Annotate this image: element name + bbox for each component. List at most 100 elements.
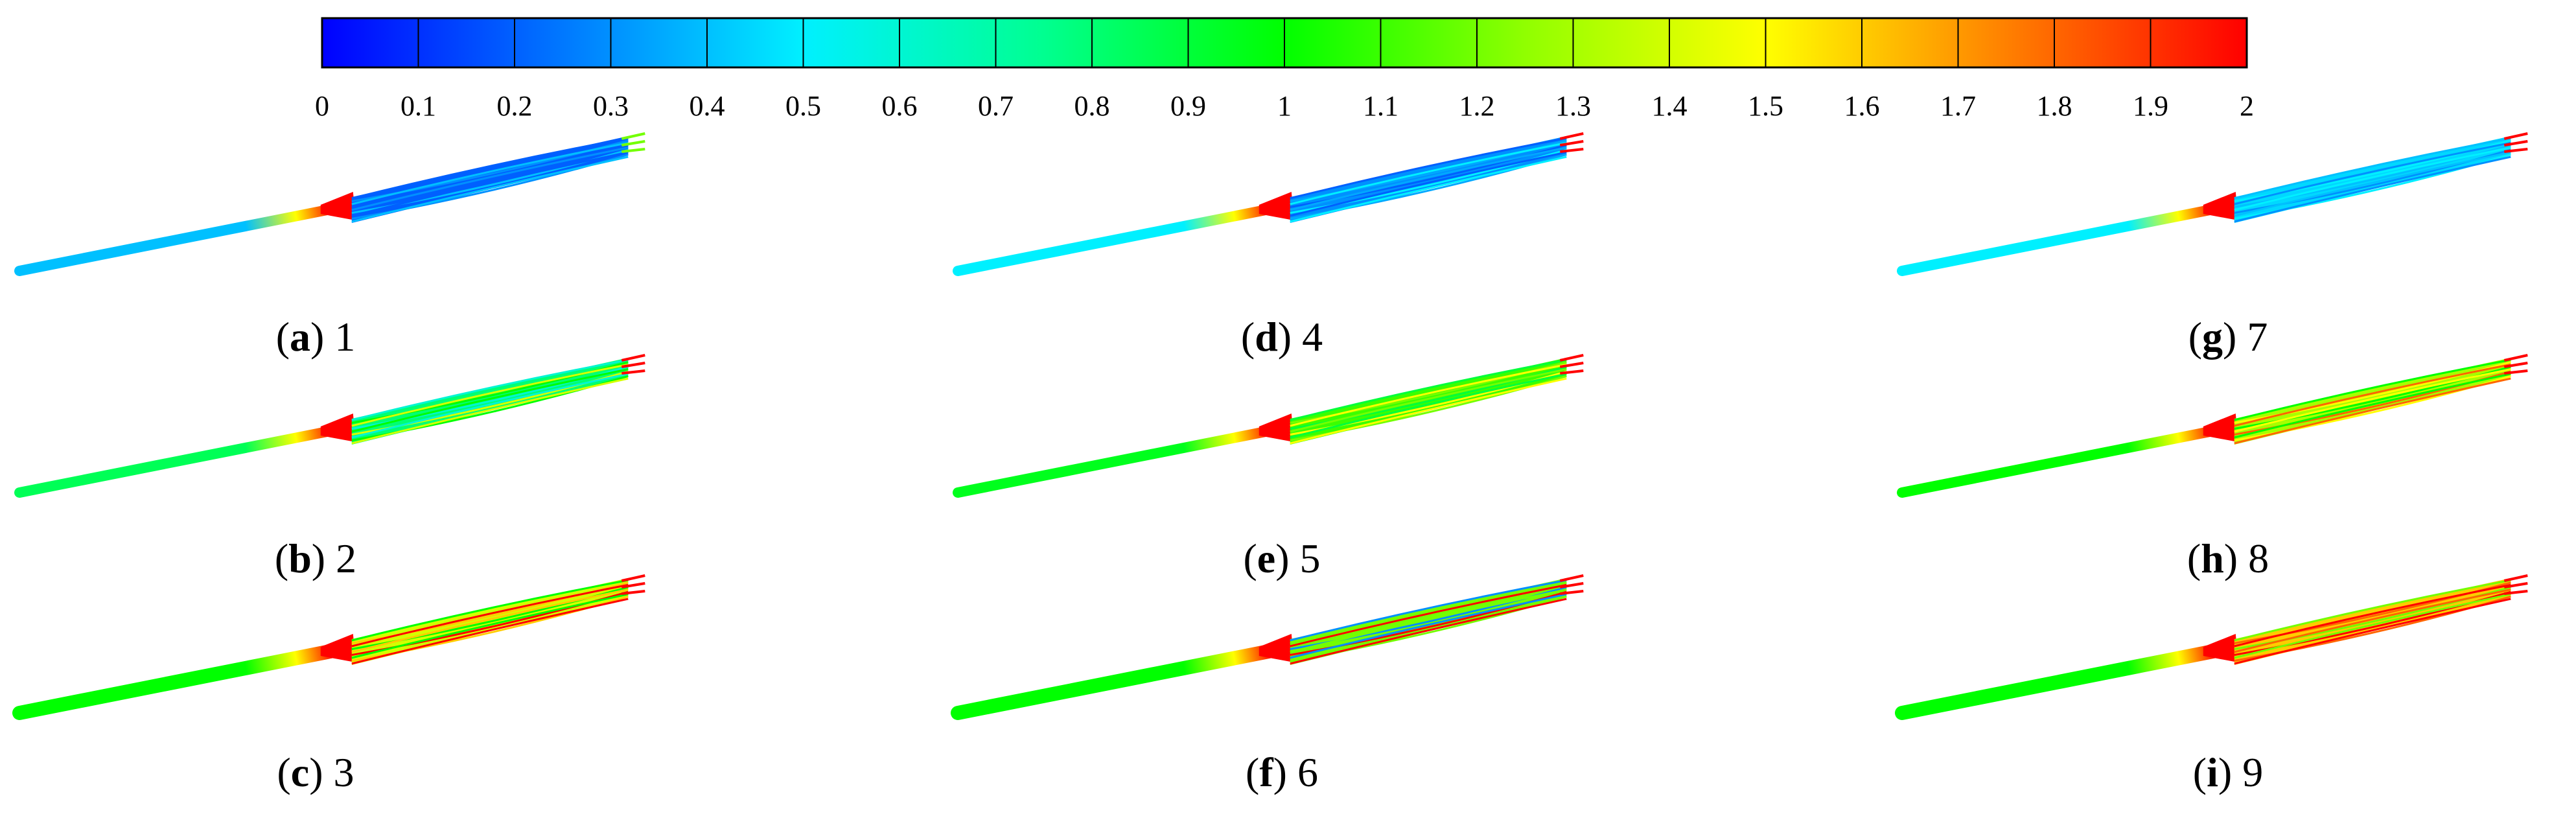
panel-caption-i: (i) 9: [2193, 752, 2263, 793]
streamline: [2234, 146, 2511, 211]
panel-number: 7: [2247, 314, 2268, 360]
streamline-panel-a: [14, 132, 645, 276]
panel-caption-c: (c) 3: [277, 752, 354, 793]
nozzle: [1259, 634, 1294, 662]
streamline: [351, 579, 629, 642]
panel-number: 6: [1297, 749, 1318, 795]
colorbar-tick-label: 0.6: [882, 90, 918, 122]
streamline-panel-c: [12, 574, 645, 720]
panel-number: 4: [1302, 314, 1323, 360]
streamline: [1290, 377, 1567, 445]
streamline-panel-d: [953, 132, 1584, 276]
colorbar-tick-label: 1.2: [1459, 90, 1495, 122]
streamline: [2234, 579, 2511, 642]
colorbar-tick-label: 1.6: [1844, 90, 1880, 122]
colorbar-tick-label: 0.1: [400, 90, 436, 122]
streamline: [351, 146, 629, 211]
outlet-tip: [1560, 148, 1584, 153]
outlet-tip: [2504, 369, 2528, 375]
streamline: [2234, 151, 2511, 217]
streamline: [351, 373, 629, 439]
panel-letter: d: [1255, 314, 1278, 360]
panel-number: 3: [333, 749, 354, 795]
outlet-tip: [2504, 148, 2528, 153]
outlet-tip: [2504, 590, 2528, 595]
streamline: [1290, 151, 1567, 217]
streamline: [1290, 593, 1567, 659]
paren-open: (: [2188, 314, 2202, 360]
nozzle: [320, 192, 356, 220]
paren-open: (: [275, 314, 290, 360]
colorbar-tick-label: 1.5: [1748, 90, 1783, 122]
streamline: [351, 593, 629, 659]
nozzle: [320, 414, 356, 442]
streamline: [2234, 373, 2511, 439]
outlet-tip: [621, 132, 645, 140]
streamline: [1290, 589, 1567, 653]
streamline: [351, 141, 629, 205]
outlet-tip: [2503, 354, 2528, 362]
paren-close: ): [1277, 314, 1303, 360]
outlet-tip: [1559, 140, 1584, 146]
streamline: [351, 589, 629, 653]
panel-letter: b: [288, 535, 312, 581]
streamline: [351, 377, 629, 445]
colorbar: 0 0.1 0.2 0.3 0.4 0.5 0.6 0.7 0.8 0.9 1 1.1 1.2 1.3 1.…: [315, 17, 2254, 122]
panel-letter: g: [2202, 314, 2223, 360]
inlet-pipe: [953, 425, 1277, 498]
streamline: [2234, 137, 2511, 200]
streamline: [351, 151, 629, 217]
streamline: [351, 358, 629, 421]
outlet-tip: [2503, 574, 2528, 582]
panel-number: 2: [336, 535, 357, 581]
streamline: [2234, 358, 2511, 421]
colorbar-tick-label: 1: [1277, 90, 1292, 122]
nozzle: [1259, 192, 1294, 220]
nozzle: [2203, 634, 2238, 662]
colorbar-tick-label: 0.9: [1170, 90, 1206, 122]
inlet-pipe: [12, 644, 341, 720]
inlet-pipe: [1895, 644, 2223, 720]
paren-close: ): [309, 749, 334, 795]
paren-close: ): [1275, 535, 1300, 581]
streamline: [2234, 368, 2511, 433]
paren-close: ): [2223, 535, 2249, 581]
streamline: [351, 583, 629, 647]
colorbar-tick-label: 1.7: [1940, 90, 1976, 122]
inlet-pipe: [1897, 204, 2222, 276]
inlet-pipe: [951, 644, 1279, 720]
colorbar-tick-label: 1.3: [1555, 90, 1591, 122]
colorbar-tick-label: 0: [315, 90, 329, 122]
streamline: [351, 368, 629, 433]
nozzle: [2203, 414, 2238, 442]
outlet-tip: [1560, 590, 1584, 595]
streamline: [2234, 141, 2511, 205]
streamline: [1290, 363, 1567, 427]
colorbar-tick-label: 1.4: [1652, 90, 1688, 122]
panel-caption-b: (b) 2: [275, 538, 356, 579]
streamline: [2234, 363, 2511, 427]
panel-number: 8: [2248, 535, 2269, 581]
panel-letter: e: [1257, 535, 1276, 581]
nozzle: [320, 634, 356, 662]
colorbar-dividers: [417, 18, 2152, 67]
streamline: [2234, 593, 2511, 659]
paren-open: (: [1246, 749, 1260, 795]
outlet-tip: [1559, 582, 1584, 589]
panel-number: 9: [2242, 749, 2264, 795]
colorbar-tick-label: 2: [2240, 90, 2254, 122]
streamline: [1290, 368, 1567, 433]
streamline-panel-f: [951, 574, 1584, 720]
outlet-tip: [621, 369, 645, 375]
outlet-tip: [1559, 354, 1584, 362]
outlet-tip: [1560, 369, 1584, 375]
streamline: [1290, 598, 1567, 665]
paren-open: (: [1240, 314, 1255, 360]
nozzle: [1259, 414, 1294, 442]
panel-caption-g: (g) 7: [2188, 316, 2268, 358]
streamline-panel-e: [953, 354, 1584, 498]
panel-caption-h: (h) 8: [2187, 538, 2269, 579]
outlet-tip: [1559, 362, 1584, 368]
paren-open: (: [277, 749, 291, 795]
